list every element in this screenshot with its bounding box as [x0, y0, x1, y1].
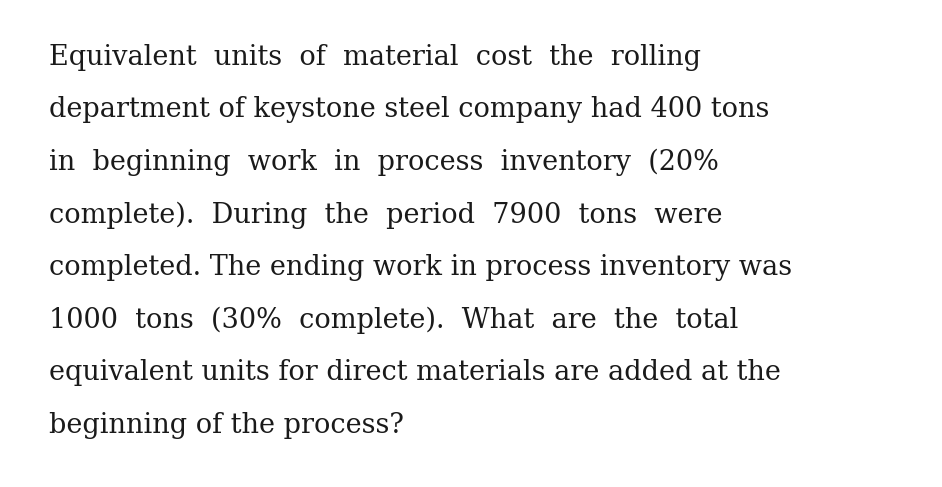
Text: completed. The ending work in process inventory was: completed. The ending work in process in… [49, 254, 792, 281]
Text: Equivalent  units  of  material  cost  the  rolling: Equivalent units of material cost the ro… [49, 44, 701, 71]
Text: equivalent units for direct materials are added at the: equivalent units for direct materials ar… [49, 359, 781, 386]
Text: 1000  tons  (30%  complete).  What  are  the  total: 1000 tons (30% complete). What are the t… [49, 307, 739, 334]
Text: beginning of the process?: beginning of the process? [49, 412, 404, 439]
Text: in  beginning  work  in  process  inventory  (20%: in beginning work in process inventory (… [49, 149, 719, 176]
Text: complete).  During  the  period  7900  tons  were: complete). During the period 7900 tons w… [49, 202, 723, 229]
Text: department of keystone steel company had 400 tons: department of keystone steel company had… [49, 96, 770, 123]
